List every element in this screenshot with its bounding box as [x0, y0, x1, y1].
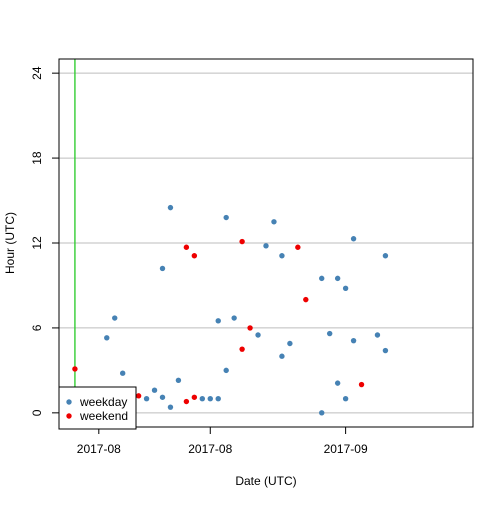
data-point-weekday: [287, 340, 293, 347]
data-points: [72, 204, 389, 416]
y-axis-label: Hour (UTC): [3, 212, 17, 274]
data-point-weekday: [104, 335, 110, 341]
y-tick-label: 12: [30, 236, 44, 250]
y-tick-label: 24: [30, 66, 44, 80]
data-point-weekday: [119, 370, 126, 376]
data-point-weekday: [382, 347, 389, 354]
data-point-weekday: [263, 243, 269, 249]
x-tick-label: 2017-08: [188, 442, 232, 456]
data-point-weekday: [271, 219, 277, 225]
data-point-weekday: [342, 395, 349, 402]
legend-swatch-weekend: [66, 413, 72, 419]
y-axis: 0 6 12 18 24: [30, 66, 59, 416]
y-tick-label: 6: [30, 324, 44, 331]
data-point-weekday: [167, 404, 174, 410]
data-point-weekday: [382, 253, 389, 259]
data-point-weekday: [207, 395, 213, 402]
legend-label-weekend: weekend: [79, 409, 128, 423]
data-point-weekend: [191, 253, 198, 259]
x-tick-label: 2017-08: [77, 442, 121, 456]
data-point-weekday: [215, 395, 221, 402]
y-tick-label: 0: [30, 409, 44, 416]
data-point-weekday: [350, 337, 357, 344]
data-point-weekend: [135, 393, 142, 399]
data-point-weekday: [279, 253, 285, 259]
y-tick-label: 18: [30, 151, 44, 165]
data-point-weekday: [167, 204, 174, 211]
data-point-weekend: [358, 381, 365, 388]
data-point-weekday: [215, 318, 221, 324]
data-point-weekday: [326, 330, 333, 337]
data-point-weekday: [223, 367, 229, 374]
legend-box: [58, 386, 137, 430]
data-point-weekend: [72, 366, 78, 372]
data-point-weekday: [175, 377, 182, 383]
data-point-weekday: [342, 285, 349, 291]
data-point-weekday: [319, 410, 325, 416]
data-point-weekday: [159, 394, 166, 400]
data-point-weekday: [112, 315, 118, 321]
data-point-weekday: [334, 275, 341, 282]
data-point-weekend: [239, 346, 245, 352]
data-point-weekday: [199, 395, 206, 402]
data-point-weekend: [239, 238, 245, 245]
data-point-weekend: [247, 325, 253, 331]
data-point-weekend: [183, 398, 190, 405]
x-axis-label: Date (UTC): [235, 474, 296, 488]
data-point-weekday: [334, 380, 341, 386]
data-point-weekend: [183, 244, 190, 250]
data-point-weekday: [143, 395, 150, 402]
data-point-weekday: [223, 214, 229, 221]
data-point-weekday: [255, 332, 261, 338]
data-point-weekend: [295, 244, 301, 250]
x-axis: 2017-08 2017-08 2017-09: [77, 427, 368, 456]
data-point-weekend: [191, 394, 198, 400]
data-point-weekday: [159, 265, 166, 272]
legend-swatch-weekday: [66, 399, 72, 405]
data-point-weekday: [350, 236, 357, 242]
data-point-weekend: [303, 296, 309, 303]
x-tick-label: 2017-09: [324, 442, 368, 456]
data-point-weekday: [319, 275, 325, 282]
data-point-weekday: [231, 315, 237, 321]
grid-lines: [59, 72, 473, 414]
data-point-weekday: [374, 332, 381, 338]
legend-label-weekday: weekday: [79, 395, 127, 409]
data-point-weekday: [151, 387, 158, 393]
data-point-weekday: [279, 353, 285, 359]
